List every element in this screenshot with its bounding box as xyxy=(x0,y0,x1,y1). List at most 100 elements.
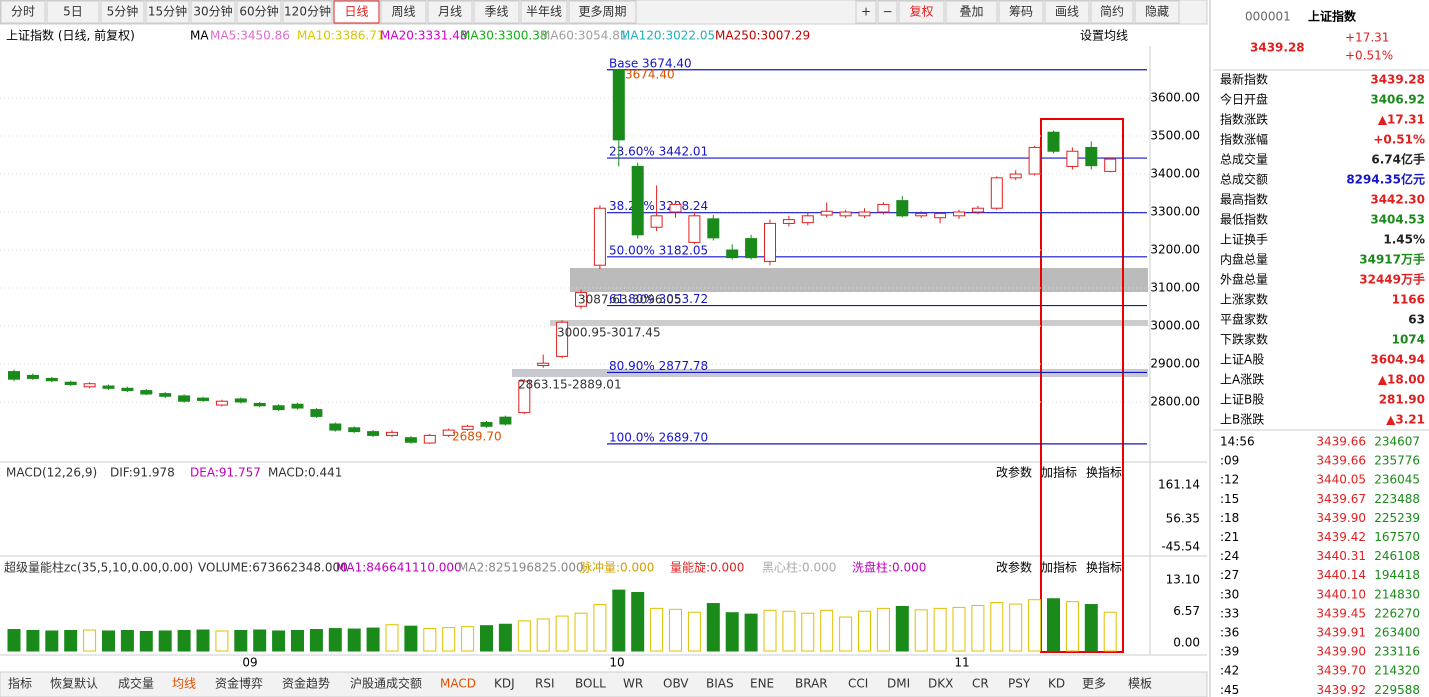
bottom-tab[interactable]: PSY xyxy=(1008,677,1031,691)
volume-bar xyxy=(895,605,909,652)
panel-button[interactable]: 加指标 xyxy=(1041,465,1077,480)
toolbar-button-bg[interactable] xyxy=(145,0,190,24)
toolbar-button-bg[interactable] xyxy=(520,0,568,24)
tick-time: :39 xyxy=(1220,645,1239,659)
bottom-tab[interactable]: 模板 xyxy=(1128,677,1152,691)
toolbar-button-bg[interactable] xyxy=(282,0,333,24)
bottom-tab[interactable]: DMI xyxy=(887,677,910,691)
bottom-tab[interactable]: 更多 xyxy=(1082,677,1106,691)
volume-tick-label: 13.10 xyxy=(1166,573,1200,587)
quote-value: 3442.30 xyxy=(1370,193,1425,207)
panel-button[interactable]: 改参数 xyxy=(996,560,1032,575)
toolbar-button[interactable]: 更多周期 xyxy=(578,5,626,19)
tick-volume: 234607 xyxy=(1374,435,1420,449)
bottom-tab[interactable]: WR xyxy=(623,677,643,691)
candle-body xyxy=(499,416,512,425)
quote-label: 上证B股 xyxy=(1220,393,1264,407)
candle-body xyxy=(386,431,398,436)
bottom-tab[interactable]: OBV xyxy=(663,677,689,691)
price-annotation: 3000.95-3017.45 xyxy=(557,326,661,340)
toolbar-button-bg[interactable] xyxy=(0,0,46,24)
toolbar-button-bg[interactable] xyxy=(236,0,282,24)
toolbar-button[interactable]: 日线 xyxy=(344,5,368,19)
toolbar-button[interactable]: + xyxy=(861,5,871,19)
toolbar-button-bg[interactable] xyxy=(190,0,236,24)
toolbar-button[interactable]: 简约 xyxy=(1100,4,1124,19)
toolbar-button-bg[interactable] xyxy=(855,0,877,24)
bottom-tab[interactable]: 均线 xyxy=(172,677,196,691)
bottom-tab[interactable]: CCI xyxy=(848,677,868,691)
toolbar-button[interactable]: 半年线 xyxy=(526,5,562,19)
toolbar-button[interactable]: 30分钟 xyxy=(193,4,232,19)
bottom-tab[interactable]: KD xyxy=(1048,677,1065,691)
bottom-tab[interactable]: BOLL xyxy=(575,677,606,691)
toolbar-button-bg[interactable] xyxy=(1134,0,1180,24)
toolbar-button-bg[interactable] xyxy=(998,0,1044,24)
panel-button[interactable]: 改参数 xyxy=(996,465,1032,480)
toolbar-button[interactable]: 画线 xyxy=(1055,5,1079,19)
macd-header: DEA:91.757 xyxy=(190,466,261,480)
tick-volume: 214320 xyxy=(1374,664,1420,678)
price-annotation: 3087.63-3096.05 xyxy=(578,293,682,307)
bottom-tab[interactable]: CR xyxy=(972,677,989,691)
bottom-tab[interactable]: RSI xyxy=(535,677,555,691)
price-tick-label: 3000.00 xyxy=(1150,318,1200,332)
toolbar-button-bg[interactable] xyxy=(1044,0,1090,24)
bottom-tab[interactable]: 指标 xyxy=(8,676,32,691)
panel-button[interactable]: 加指标 xyxy=(1041,560,1077,575)
toolbar-button-bg[interactable] xyxy=(1090,0,1134,24)
panel-button[interactable]: 换指标 xyxy=(1086,465,1122,480)
toolbar-button-bg[interactable] xyxy=(100,0,145,24)
bottom-tab[interactable]: 恢复默认 xyxy=(50,676,98,691)
toolbar-button[interactable]: 季线 xyxy=(484,5,508,19)
volume-bar xyxy=(102,630,115,652)
candle-body xyxy=(272,405,285,411)
panel-button[interactable]: 换指标 xyxy=(1086,560,1122,575)
settings-button[interactable]: 设置均线 xyxy=(1080,29,1128,43)
zone-band xyxy=(550,320,1148,326)
candle-body xyxy=(348,427,361,433)
toolbar-button-bg[interactable] xyxy=(877,0,898,24)
toolbar-button[interactable]: 分时 xyxy=(11,5,35,19)
toolbar-button[interactable]: 60分钟 xyxy=(239,4,278,19)
bottom-tab[interactable]: BRAR xyxy=(795,677,828,691)
quote-value: 1166 xyxy=(1392,293,1425,307)
toolbar-button-bg[interactable] xyxy=(380,0,427,24)
toolbar-button[interactable]: 叠加 xyxy=(959,5,983,19)
bottom-tab[interactable]: DKX xyxy=(928,677,953,691)
bottom-tab[interactable]: 沪股通成交额 xyxy=(350,676,422,691)
volume-bar xyxy=(442,627,456,652)
bottom-tab[interactable]: MACD xyxy=(440,677,476,691)
volume-bar xyxy=(196,629,210,652)
toolbar-button-bg[interactable] xyxy=(427,0,473,24)
toolbar-button-bg[interactable] xyxy=(333,0,380,24)
toolbar-button-bg[interactable] xyxy=(945,0,998,24)
bottom-tab[interactable]: 成交量 xyxy=(118,676,154,691)
bottom-tab[interactable]: KDJ xyxy=(494,677,515,691)
macd-axis-label: 161.14 xyxy=(1158,478,1200,492)
candle-body xyxy=(726,249,739,259)
candle-body xyxy=(140,390,153,395)
toolbar-button[interactable]: 120分钟 xyxy=(284,4,331,19)
bottom-tab[interactable]: 资金趋势 xyxy=(282,676,330,691)
toolbar-button[interactable]: − xyxy=(882,5,892,19)
toolbar-button[interactable]: 5分钟 xyxy=(107,4,139,19)
macd-axis-label: 56.35 xyxy=(1166,512,1200,526)
toolbar-button[interactable]: 5日 xyxy=(63,5,83,19)
toolbar-button[interactable]: 隐藏 xyxy=(1145,5,1169,19)
volume-header: 超级量能柱zc(35,5,10,0.00,0.00) xyxy=(4,560,193,575)
toolbar-button[interactable]: 周线 xyxy=(391,5,415,19)
toolbar-button-bg[interactable] xyxy=(898,0,945,24)
candle-body xyxy=(159,393,172,397)
bottom-tab[interactable]: ENE xyxy=(750,677,774,691)
toolbar-button[interactable]: 筹码 xyxy=(1009,5,1033,19)
bottom-tab[interactable]: 资金博弈 xyxy=(215,676,263,691)
toolbar-button[interactable]: 月线 xyxy=(438,5,462,19)
toolbar-button-bg[interactable] xyxy=(473,0,520,24)
toolbar-button-bg[interactable] xyxy=(568,0,637,24)
candle-body xyxy=(1066,150,1079,167)
toolbar-button[interactable]: 复权 xyxy=(909,5,933,19)
toolbar-button[interactable]: 15分钟 xyxy=(148,4,187,19)
bottom-tab[interactable]: BIAS xyxy=(706,677,734,691)
toolbar-button-bg[interactable] xyxy=(46,0,100,24)
